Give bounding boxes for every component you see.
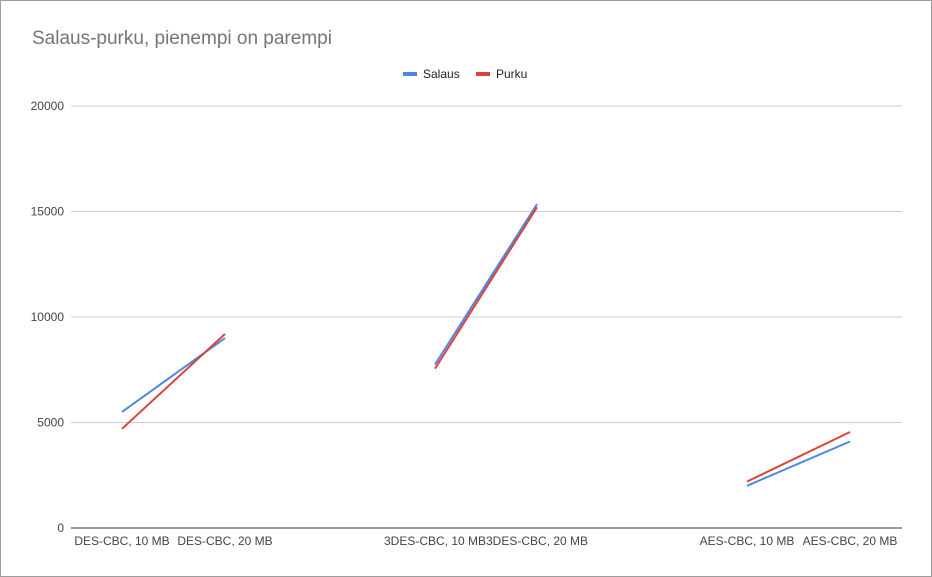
series-line-purku — [746, 431, 851, 483]
x-tick-label: DES-CBC, 10 MB — [74, 534, 169, 548]
series-line-purku — [434, 206, 538, 370]
legend: Salaus Purku — [403, 67, 527, 81]
legend-swatch — [403, 72, 417, 76]
y-axis-ticks: 0 5000 10000 15000 20000 — [31, 99, 65, 535]
y-tick-label: 15000 — [31, 205, 65, 219]
legend-label: Salaus — [423, 67, 460, 81]
legend-label: Purku — [496, 67, 527, 81]
series-lines — [121, 203, 851, 487]
y-tick-label: 5000 — [37, 416, 64, 430]
gridlines — [71, 105, 902, 529]
x-tick-label: AES-CBC, 20 MB — [803, 534, 898, 548]
series-line-salaus — [434, 203, 538, 366]
series-line-purku — [121, 333, 226, 430]
x-tick-label: AES-CBC, 10 MB — [700, 534, 795, 548]
x-tick-label: 3DES-CBC, 10 MB — [384, 534, 486, 548]
x-tick-label: 3DES-CBC, 20 MB — [486, 534, 588, 548]
x-axis-ticks: DES-CBC, 10 MB DES-CBC, 20 MB 3DES-CBC, 10… — [74, 534, 897, 548]
y-tick-label: 10000 — [31, 310, 65, 324]
x-tick-label: DES-CBC, 20 MB — [177, 534, 272, 548]
y-tick-label: 0 — [57, 521, 64, 535]
legend-swatch — [476, 72, 490, 76]
chart-title: Salaus-purku, pienempi on parempi — [32, 28, 332, 49]
series-line-salaus — [746, 440, 851, 487]
y-tick-label: 20000 — [31, 99, 65, 113]
